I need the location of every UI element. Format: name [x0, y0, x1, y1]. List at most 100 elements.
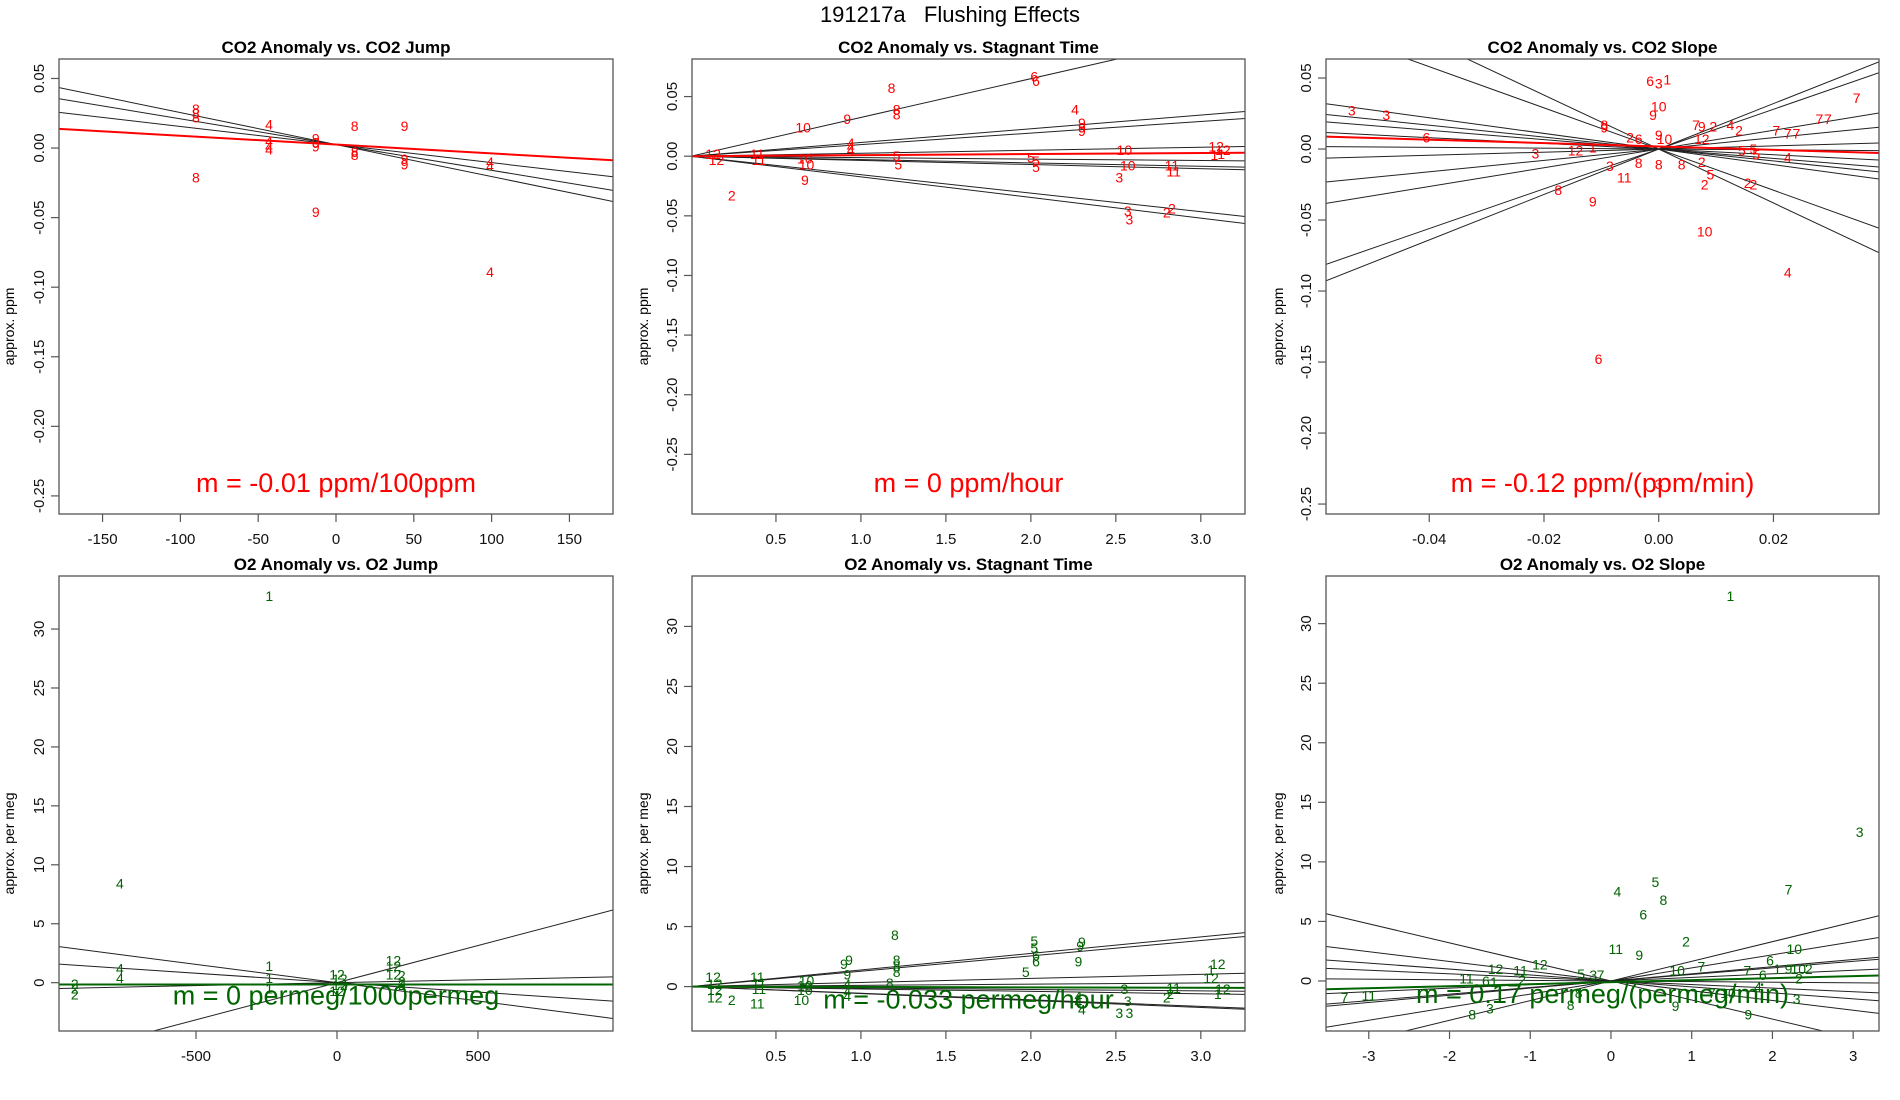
data-point-label: 8	[893, 102, 901, 118]
group-fit-line	[1326, 132, 1879, 161]
panel-title: CO2 Anomaly vs. CO2 Slope	[1488, 38, 1718, 57]
data-point-label: 4	[843, 988, 851, 1004]
y-tick-label: 10	[1298, 854, 1315, 871]
data-point-label: 1	[1773, 961, 1781, 977]
data-point-label: 1	[1727, 588, 1735, 604]
group-fit-line	[1326, 142, 1879, 159]
y-tick-label: 25	[1298, 675, 1315, 692]
data-point-label: 11	[750, 969, 765, 985]
y-tick-label: 30	[31, 621, 48, 638]
data-point-label: 12	[1532, 956, 1548, 972]
data-point-label: 8	[1600, 117, 1608, 133]
data-point-label: 11	[1165, 158, 1180, 174]
y-axis-label: approx. ppm	[1270, 288, 1286, 366]
data-point-label: 7	[1815, 111, 1823, 127]
data-point-label: 4	[1727, 117, 1735, 133]
data-point-label: 6	[1759, 967, 1767, 983]
data-point-label: 3	[1126, 1005, 1134, 1021]
data-point-label: 11	[1166, 164, 1181, 180]
y-tick-label: 0.05	[1298, 63, 1315, 92]
data-point-label: 4	[1078, 1001, 1086, 1017]
data-point-label: 10	[1669, 962, 1685, 978]
y-tick-label: 10	[31, 856, 48, 873]
data-point-label: 9	[1600, 120, 1608, 136]
data-point-label: 3	[1124, 203, 1132, 219]
data-point-label: 7	[1853, 90, 1861, 106]
data-point-label: 12	[332, 971, 348, 987]
data-point-label: 6	[1482, 973, 1490, 989]
data-point-label: 12	[705, 146, 721, 162]
x-tick-label: -100	[165, 531, 195, 548]
y-tick-label: 0	[664, 982, 681, 990]
plot-frame	[1325, 575, 1880, 1032]
data-point-label: 8	[1655, 157, 1663, 173]
data-point-label: 1	[1490, 974, 1498, 990]
data-point-label: 6	[1766, 953, 1774, 969]
x-tick-label: 1.5	[935, 1048, 956, 1065]
panel-o2-slope: O2 Anomaly vs. O2 Slope approx. per meg -3…	[1270, 555, 1880, 1065]
y-tick-label: 30	[664, 618, 681, 635]
data-point-label: 10	[799, 973, 815, 989]
data-point-label: 1	[1207, 962, 1215, 978]
data-point-label: 8	[351, 147, 359, 163]
data-point-label: 2	[728, 188, 736, 204]
plot-frame	[58, 575, 614, 1032]
x-tick-label: 1	[1688, 1048, 1696, 1065]
data-point-label: 9	[401, 157, 409, 173]
x-tick-label: -500	[181, 1048, 211, 1065]
group-fit-line	[1466, 59, 1879, 254]
x-tick-label: 3.0	[1190, 531, 1211, 548]
data-point-label: 12	[386, 958, 402, 974]
data-point-label: 8	[1554, 182, 1562, 198]
group-fit-line	[692, 145, 1245, 157]
data-point-label: 9	[1635, 947, 1643, 963]
data-point-label: 6	[1646, 73, 1654, 89]
x-tick-label: -0.02	[1527, 531, 1561, 548]
panel-o2-jump: O2 Anomaly vs. O2 Jump approx. per meg -50…	[1, 555, 614, 1065]
data-point-label: 6	[1422, 130, 1430, 146]
data-point-label: 10	[1697, 223, 1713, 239]
x-tick-label: -0.04	[1412, 531, 1446, 548]
data-point-label: 10	[1657, 131, 1673, 147]
data-point-label: 2	[1682, 934, 1690, 950]
y-tick-label: 20	[1298, 734, 1315, 751]
y-tick-label: -0.20	[31, 409, 48, 443]
data-point-label: 2	[1709, 118, 1717, 134]
y-tick-label: 0.00	[31, 133, 48, 162]
data-point-label: 12	[1210, 956, 1226, 972]
data-point-label: 9	[312, 139, 320, 155]
data-point-label: 9	[312, 204, 320, 220]
data-point-label: 10	[795, 120, 811, 136]
data-point-label: 8	[891, 927, 899, 943]
y-tick-label: -0.25	[31, 479, 48, 513]
group-fit-line	[1406, 59, 1879, 229]
overall-fit-line	[59, 127, 613, 162]
group-fit-line	[692, 155, 1245, 162]
data-point-label: 6	[1032, 947, 1040, 963]
y-tick-label: 0.05	[664, 82, 681, 111]
data-point-label: 9	[845, 952, 853, 968]
data-point-label: 9	[1078, 123, 1086, 139]
y-tick-label: -0.05	[1298, 203, 1315, 237]
data-point-label: 4	[265, 116, 273, 132]
slope-annotation: m = -0.12 ppm/(ppm/min)	[1451, 468, 1755, 498]
data-point-label: 5	[1027, 149, 1035, 165]
group-fit-line	[1326, 103, 1879, 180]
data-point-label: 9	[1589, 194, 1597, 210]
data-point-label: 8	[893, 958, 901, 974]
data-point-label: 2	[1626, 130, 1634, 146]
data-point-label: 9	[1078, 115, 1086, 131]
x-tick-label: 0.00	[1644, 531, 1673, 548]
data-point-label: 9	[1649, 107, 1657, 123]
data-point-label: 8	[1678, 157, 1686, 173]
y-tick-label: 0	[1298, 977, 1315, 985]
data-point-label: 6	[1595, 351, 1603, 367]
data-point-label: 9	[1744, 1006, 1752, 1022]
data-point-label: 4	[1784, 265, 1792, 281]
x-tick-label: 2.0	[1020, 531, 1041, 548]
plot-frame	[691, 58, 1246, 515]
data-point-label: 4	[843, 983, 851, 999]
